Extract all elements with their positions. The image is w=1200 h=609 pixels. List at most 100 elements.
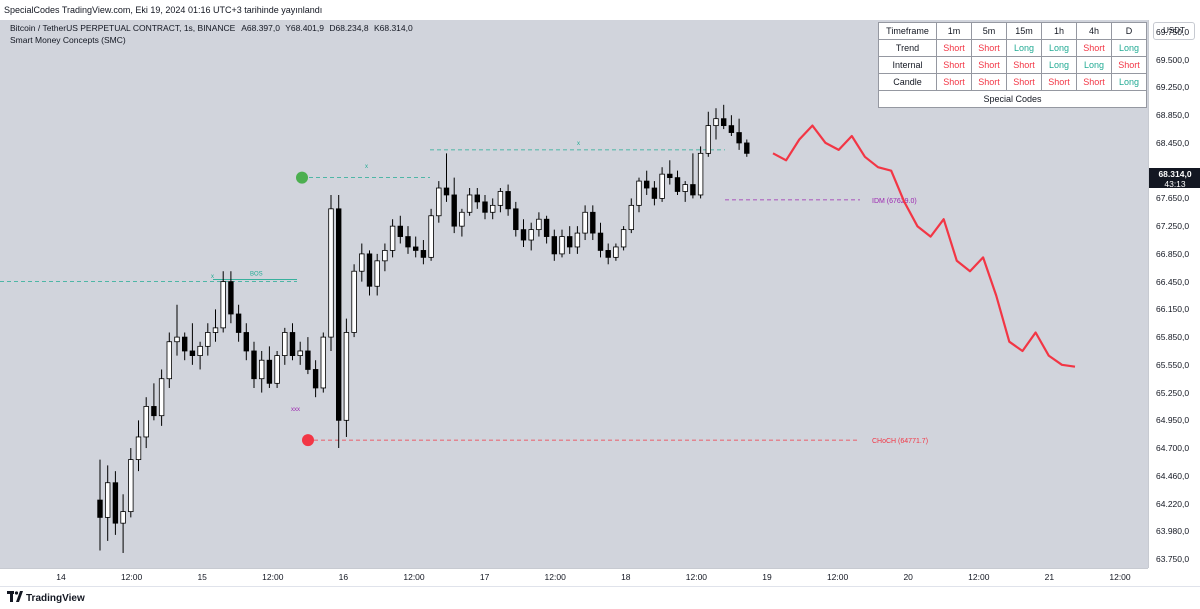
signal-cell: Short (936, 39, 972, 57)
candle-body (543, 218, 550, 237)
ohlc-open: A68.397,0 (241, 23, 280, 33)
price-tick-label: 64.220,0 (1156, 498, 1190, 509)
candle-body (412, 246, 419, 251)
signal-cell: Short (1006, 56, 1042, 74)
candle-body (520, 229, 527, 241)
time-tick-label: 12:00 (120, 572, 143, 582)
currency-badge[interactable]: USDT (1153, 22, 1195, 40)
candle-body (151, 406, 157, 417)
candle-body (551, 236, 557, 255)
price-tick-label: 69.750,0 (1156, 27, 1190, 37)
tradingview-logo-icon (7, 591, 23, 602)
signal-cell: Short (971, 56, 1007, 74)
signal-cell: Short (1076, 39, 1112, 57)
indicator-legend[interactable]: Smart Money Concepts (SMC) (10, 35, 126, 45)
symbol-legend: Bitcoin / TetherUS PERPETUAL CONTRACT, 1… (10, 23, 416, 33)
idm-label: IDM (67629.0) (872, 198, 917, 205)
price-tick-label: 63.980,0 (1156, 526, 1190, 537)
candle-body (489, 204, 496, 213)
candle-body (605, 250, 611, 258)
row-label: Candle (878, 73, 937, 91)
time-tick-label: 19 (762, 572, 772, 582)
candle-body (505, 191, 511, 210)
tradingview-logo[interactable]: TradingView (7, 591, 85, 604)
candle-body (135, 436, 142, 461)
price-tick-label: 64.460,0 (1156, 470, 1190, 481)
signal-cell: Long (1111, 39, 1147, 57)
time-tick-label: 18 (621, 572, 631, 582)
signal-cell: Short (936, 73, 972, 91)
candle-body (297, 350, 303, 356)
table-header-5m: 5m (971, 22, 1007, 40)
time-tick-label: 16 (338, 572, 349, 582)
candle-body (582, 211, 588, 234)
time-tick-label: 20 (903, 572, 913, 582)
candle-body (397, 225, 403, 237)
price-axis[interactable]: USDT 69.750,0 69.500,0 69.250,0 68.850,0 68.… (1148, 20, 1200, 568)
indicator-name[interactable]: Smart Money Concepts (SMC) (10, 35, 126, 45)
candle-body (351, 270, 357, 333)
time-tick-label: 12:00 (826, 572, 849, 582)
candle-body (320, 336, 326, 389)
signal-cell: Long (1076, 56, 1112, 74)
candle-body (97, 499, 103, 518)
candle-body (343, 332, 350, 421)
candle-body (705, 125, 711, 154)
candle-body (651, 187, 658, 199)
candle-body (674, 177, 681, 192)
candle-body (251, 350, 257, 380)
candle-body (266, 359, 273, 384)
candle-body (189, 350, 196, 356)
time-tick-label: 12:00 (685, 572, 708, 582)
candle-body (628, 204, 634, 231)
candle-body (112, 482, 119, 524)
table-footer-label: Special Codes (878, 90, 1147, 108)
price-tick-label: 66.450,0 (1156, 276, 1190, 287)
signal-cell: Short (1076, 73, 1112, 91)
candle-body (744, 142, 750, 154)
signal-cell: Short (971, 73, 1007, 91)
candle-body (366, 253, 373, 287)
candle-body (212, 327, 219, 333)
candle-body (305, 350, 311, 370)
candle-body (228, 281, 234, 315)
candle-body (166, 341, 172, 380)
price-tick-label: 65.850,0 (1156, 332, 1190, 343)
candle-body (174, 336, 180, 343)
candle-body (567, 236, 573, 248)
table-row: Candle Short Short Short Short Short Long (878, 73, 1147, 91)
bar-countdown: 43:13 (1164, 179, 1186, 189)
candle-body (682, 184, 688, 192)
candle-body (620, 229, 627, 248)
table-header-D: D (1111, 22, 1147, 40)
price-tick-label: 64.700,0 (1156, 443, 1190, 454)
price-tick-label: 68.850,0 (1156, 110, 1190, 121)
table-header-4h: 4h (1076, 22, 1112, 40)
candle-body (697, 152, 704, 196)
table-header-15m: 15m (1006, 22, 1042, 40)
candle-body (205, 332, 211, 347)
last-price-value: 68.314,0 (1158, 169, 1192, 179)
signal-cell: Long (1041, 39, 1077, 57)
candle-body (482, 201, 488, 213)
candle-body (274, 355, 280, 384)
last-price-label: 68.314,0 43:13 (1149, 168, 1200, 189)
time-axis[interactable]: 14 12:00 15 12:00 16 12:00 17 12:00 18 12:00 19 12:… (0, 568, 1148, 586)
time-tick-label: 17 (479, 572, 490, 582)
table-header-1m: 1m (936, 22, 972, 40)
candle-body (513, 208, 519, 231)
time-tick-label: 14 (56, 572, 66, 582)
forecast-path (772, 124, 1076, 368)
candle-body (613, 246, 619, 258)
candle-body (143, 406, 149, 438)
candle-body (728, 125, 735, 133)
candle-body (128, 459, 134, 513)
candle-body (574, 232, 581, 248)
chart-area[interactable]: BOS CHoCH (64771.7) IDM (67629.0) x x x xxx Bi… (0, 20, 1148, 568)
ohlc-high: Y68.401,9 (285, 23, 324, 33)
symbol-name: Bitcoin / TetherUS PERPETUAL CONTRACT, 1… (10, 23, 236, 33)
ohlc-values: A68.397,0 Y68.401,9 D68.234,8 K68.314,0 (241, 23, 416, 33)
candle-body (120, 511, 126, 524)
candle-body (667, 173, 673, 179)
